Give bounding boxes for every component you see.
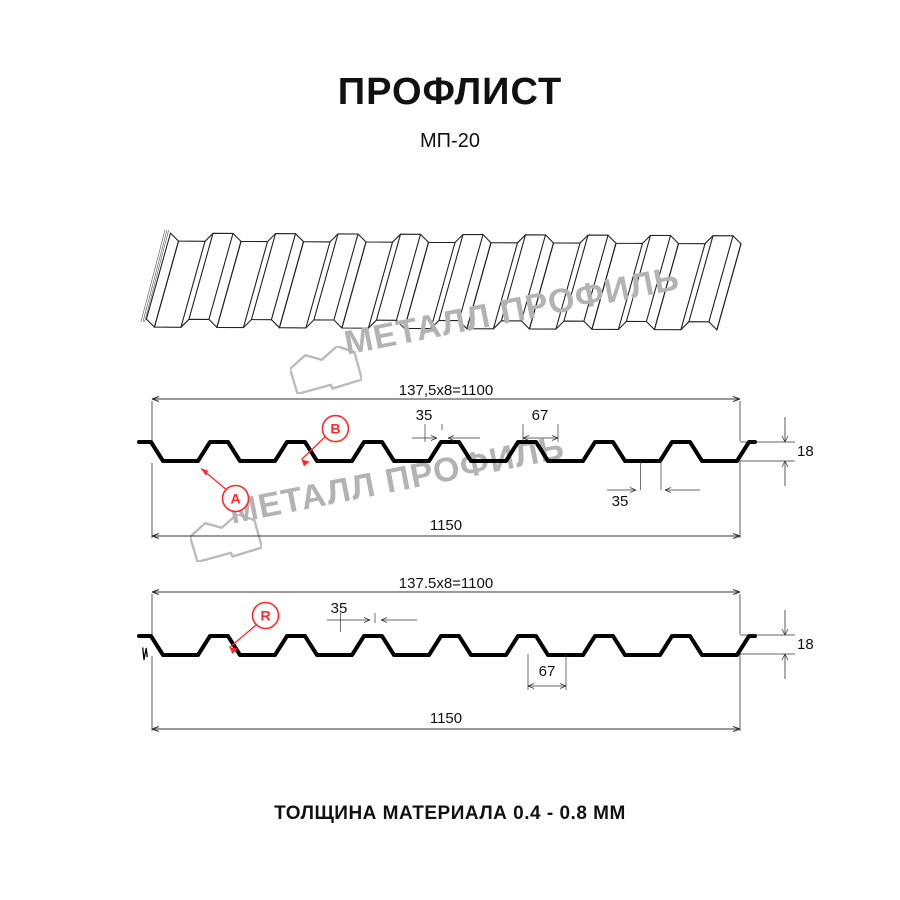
svg-text:67: 67	[532, 407, 549, 424]
svg-text:35: 35	[416, 407, 433, 424]
svg-text:1150: 1150	[430, 710, 462, 727]
svg-text:1150: 1150	[430, 517, 462, 534]
svg-text:67: 67	[539, 663, 556, 680]
svg-text:137.5x8=1100: 137.5x8=1100	[399, 575, 493, 592]
svg-text:A: A	[230, 491, 240, 507]
svg-text:18: 18	[797, 443, 814, 460]
svg-text:35: 35	[331, 600, 348, 617]
svg-text:18: 18	[797, 636, 814, 653]
svg-text:R: R	[260, 608, 270, 624]
svg-text:137,5x8=1100: 137,5x8=1100	[399, 382, 493, 399]
svg-text:35: 35	[612, 493, 629, 510]
svg-text:B: B	[330, 421, 340, 437]
